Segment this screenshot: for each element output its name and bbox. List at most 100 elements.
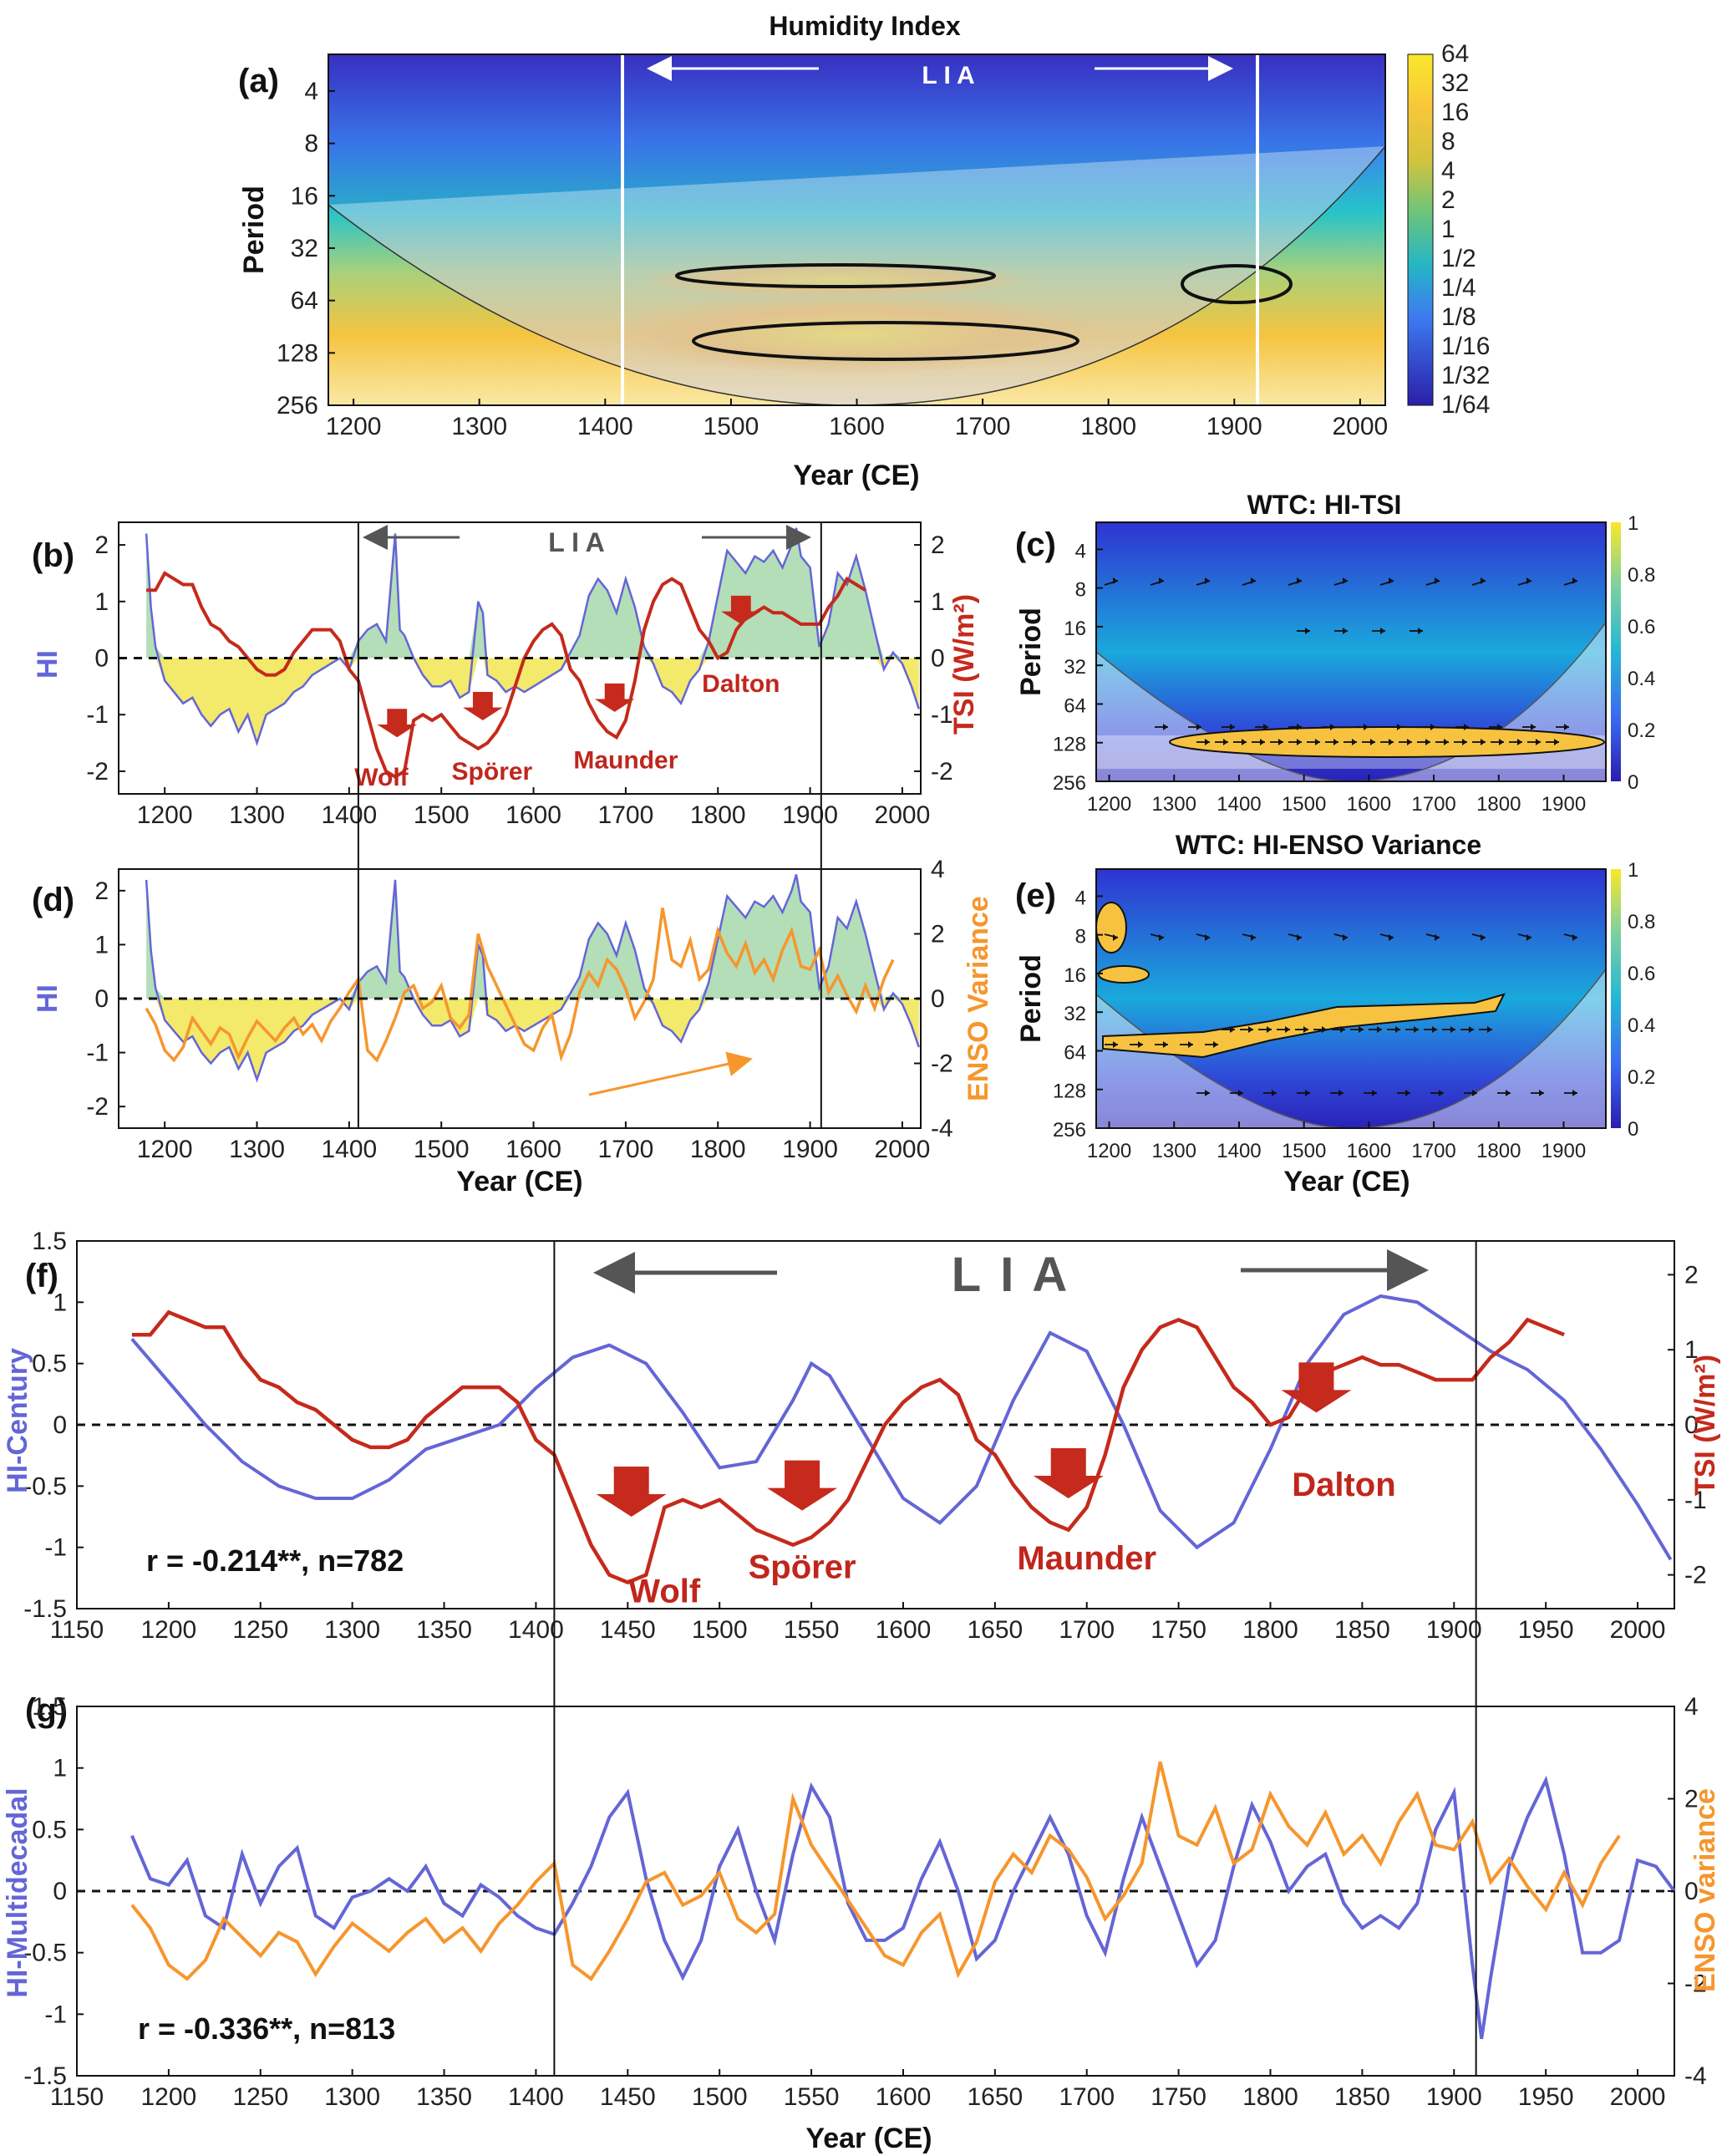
y-tick-label: 16 xyxy=(1064,618,1086,640)
colorbar-label: 0.4 xyxy=(1628,668,1655,690)
x-tick-label: 1950 xyxy=(1518,2083,1574,2111)
panel-f-y-ticks-left: 1.5 1 0.5 0 -0.5 -1 -1.5 xyxy=(23,1228,84,1623)
phase-arrow-head xyxy=(1526,577,1531,584)
y-tick-label: 0 xyxy=(94,645,109,673)
panel-e-phase-arrows xyxy=(1104,933,1578,1096)
y-tick-label: 64 xyxy=(1064,694,1086,717)
x-tick-label: 1600 xyxy=(876,1616,932,1644)
phase-arrow-head xyxy=(1418,628,1423,634)
x-tick-label: 1300 xyxy=(324,2083,380,2111)
phase-arrow-head xyxy=(1113,934,1118,941)
panel-c-colorbar-ticks: 1 0.8 0.6 0.4 0.2 0 xyxy=(1628,512,1655,794)
panel-a-x-axis-label: Year (CE) xyxy=(793,460,919,491)
panel-a-label: (a) xyxy=(238,63,279,99)
phase-arrow-head xyxy=(1285,1026,1290,1033)
y-tick-label: 256 xyxy=(1053,772,1086,795)
colorbar-label: 0.6 xyxy=(1628,963,1655,985)
x-tick-label: 1200 xyxy=(1087,793,1131,816)
y-tick-label: 0 xyxy=(1684,1411,1699,1439)
x-tick-label: 1800 xyxy=(690,801,746,829)
x-tick-label: 1400 xyxy=(1217,1140,1261,1162)
minimum-arrow xyxy=(463,691,503,720)
panel-a-title: Humidity Index xyxy=(769,11,961,41)
minimum-label-dalton: Dalton xyxy=(702,670,780,698)
panel-f-solar-minima: Wolf Spörer Maunder Dalton xyxy=(596,1362,1396,1610)
x-tick-label: 2000 xyxy=(1610,1616,1666,1644)
phase-arrow-head xyxy=(1359,1026,1364,1033)
phase-arrow-head xyxy=(1425,739,1430,745)
panel-a-significance-contour-1900 xyxy=(1181,264,1293,304)
panel-e-colorbar xyxy=(1611,869,1621,1128)
minimum-label-maunder: Maunder xyxy=(1017,1540,1156,1577)
x-tick-label: 1400 xyxy=(508,1616,564,1644)
phase-arrow-head xyxy=(1205,1090,1210,1096)
y-tick-label: 2 xyxy=(94,877,109,905)
phase-arrow-head xyxy=(1435,934,1440,941)
panel-g-x-axis-label: Year (CE) xyxy=(805,2123,932,2154)
colorbar-label: 0 xyxy=(1628,771,1638,794)
y-tick-label: -1.5 xyxy=(23,2062,67,2090)
minimum-label-maunder: Maunder xyxy=(573,747,678,775)
panel-a-x-ticks: 1200 1300 1400 1500 1600 1700 1800 1900 2000 xyxy=(326,399,1388,440)
phase-arrow-head xyxy=(1539,1090,1544,1096)
x-tick-label: 1200 xyxy=(326,413,382,440)
x-tick-label: 2000 xyxy=(1610,2083,1666,2111)
phase-arrow-head xyxy=(1405,1090,1410,1096)
panel-c-colorbar xyxy=(1611,522,1621,781)
minimum-label-spörer: Spörer xyxy=(749,1548,856,1585)
panel-d-x-ticks: 1200 1300 1400 1500 1600 1700 1800 1900 2000 xyxy=(137,1121,930,1163)
y-tick-label: 1 xyxy=(94,931,109,959)
phase-arrow-head xyxy=(1572,934,1577,941)
y-tick-label: 1 xyxy=(1684,1336,1699,1364)
x-tick-label: 1250 xyxy=(232,2083,288,2111)
colorbar-label: 0.8 xyxy=(1628,564,1655,587)
y-tick-label: 256 xyxy=(277,392,318,420)
panel-d-y-ticks-right: 4 2 0 -2 -4 xyxy=(914,856,953,1142)
panel-a-significance-contour-64 xyxy=(675,263,996,288)
y-tick-label: 0 xyxy=(94,985,109,1013)
minimum-arrow xyxy=(721,595,761,624)
phase-arrow-head xyxy=(1242,739,1247,745)
x-tick-label: 1450 xyxy=(600,1616,656,1644)
panel-b-y-axis-right-label: TSI (W/m²) xyxy=(948,594,980,735)
x-tick-label: 1600 xyxy=(876,2083,932,2111)
panel-g-series xyxy=(130,1761,1676,2040)
panel-b-solar-minima: Wolf Spörer Maunder Dalton xyxy=(354,595,780,791)
phase-arrow-head xyxy=(1377,1026,1382,1033)
phase-arrow-head xyxy=(1138,1041,1143,1048)
hi-negative-fill xyxy=(146,658,919,744)
panel-c-y-ticks: 4 8 16 32 64 128 256 xyxy=(1053,540,1103,795)
x-tick-label: 1800 xyxy=(690,1136,746,1163)
phase-arrow-head xyxy=(1364,724,1369,730)
phase-arrow-head xyxy=(1462,739,1467,745)
panel-f-y-axis-right-label: TSI (W/m²) xyxy=(1689,1355,1721,1495)
panel-b-label: (b) xyxy=(32,537,74,574)
y-tick-label: -2 xyxy=(86,1093,109,1121)
x-tick-label: 1600 xyxy=(1347,793,1391,816)
panel-f: (f) L I A Wolf Spörer Maunder Dalton r = -0… xyxy=(2,1228,1721,1644)
x-tick-label: 1850 xyxy=(1334,2083,1390,2111)
y-tick-label: -4 xyxy=(931,1115,953,1142)
phase-arrow-head xyxy=(1163,724,1168,730)
phase-arrow-head xyxy=(1435,577,1440,584)
y-tick-label: 2 xyxy=(1684,1261,1699,1289)
x-tick-label: 1900 xyxy=(1426,2083,1482,2111)
phase-arrow-head xyxy=(1113,1041,1118,1048)
y-tick-label: 4 xyxy=(304,78,318,105)
panel-d-y-axis-right-label: ENSO Variance xyxy=(963,896,994,1101)
y-tick-label: -1 xyxy=(44,1534,67,1562)
y-tick-label: -1 xyxy=(1684,1487,1707,1514)
panel-e-coi-shade xyxy=(1096,969,1606,1128)
phase-arrow-head xyxy=(1572,577,1577,584)
x-tick-label: 1550 xyxy=(784,2083,840,2111)
colorbar-label: 0.4 xyxy=(1628,1014,1655,1037)
phase-arrow-head xyxy=(1340,1026,1345,1033)
phase-arrow-head xyxy=(1517,739,1522,745)
panel-e-x-axis-label: Year (CE) xyxy=(1283,1166,1410,1197)
x-tick-label: 1200 xyxy=(137,801,193,829)
panel-b-lia-label: L I A xyxy=(548,527,605,557)
panel-f-x-ticks: 1150 1200 1250 1300 1350 1400 1450 1500 1550 1600… xyxy=(50,1602,1666,1644)
panel-a-hotspot-128 xyxy=(602,294,1103,374)
phase-arrow-head xyxy=(1263,724,1268,730)
minimum-arrow xyxy=(1033,1448,1104,1498)
